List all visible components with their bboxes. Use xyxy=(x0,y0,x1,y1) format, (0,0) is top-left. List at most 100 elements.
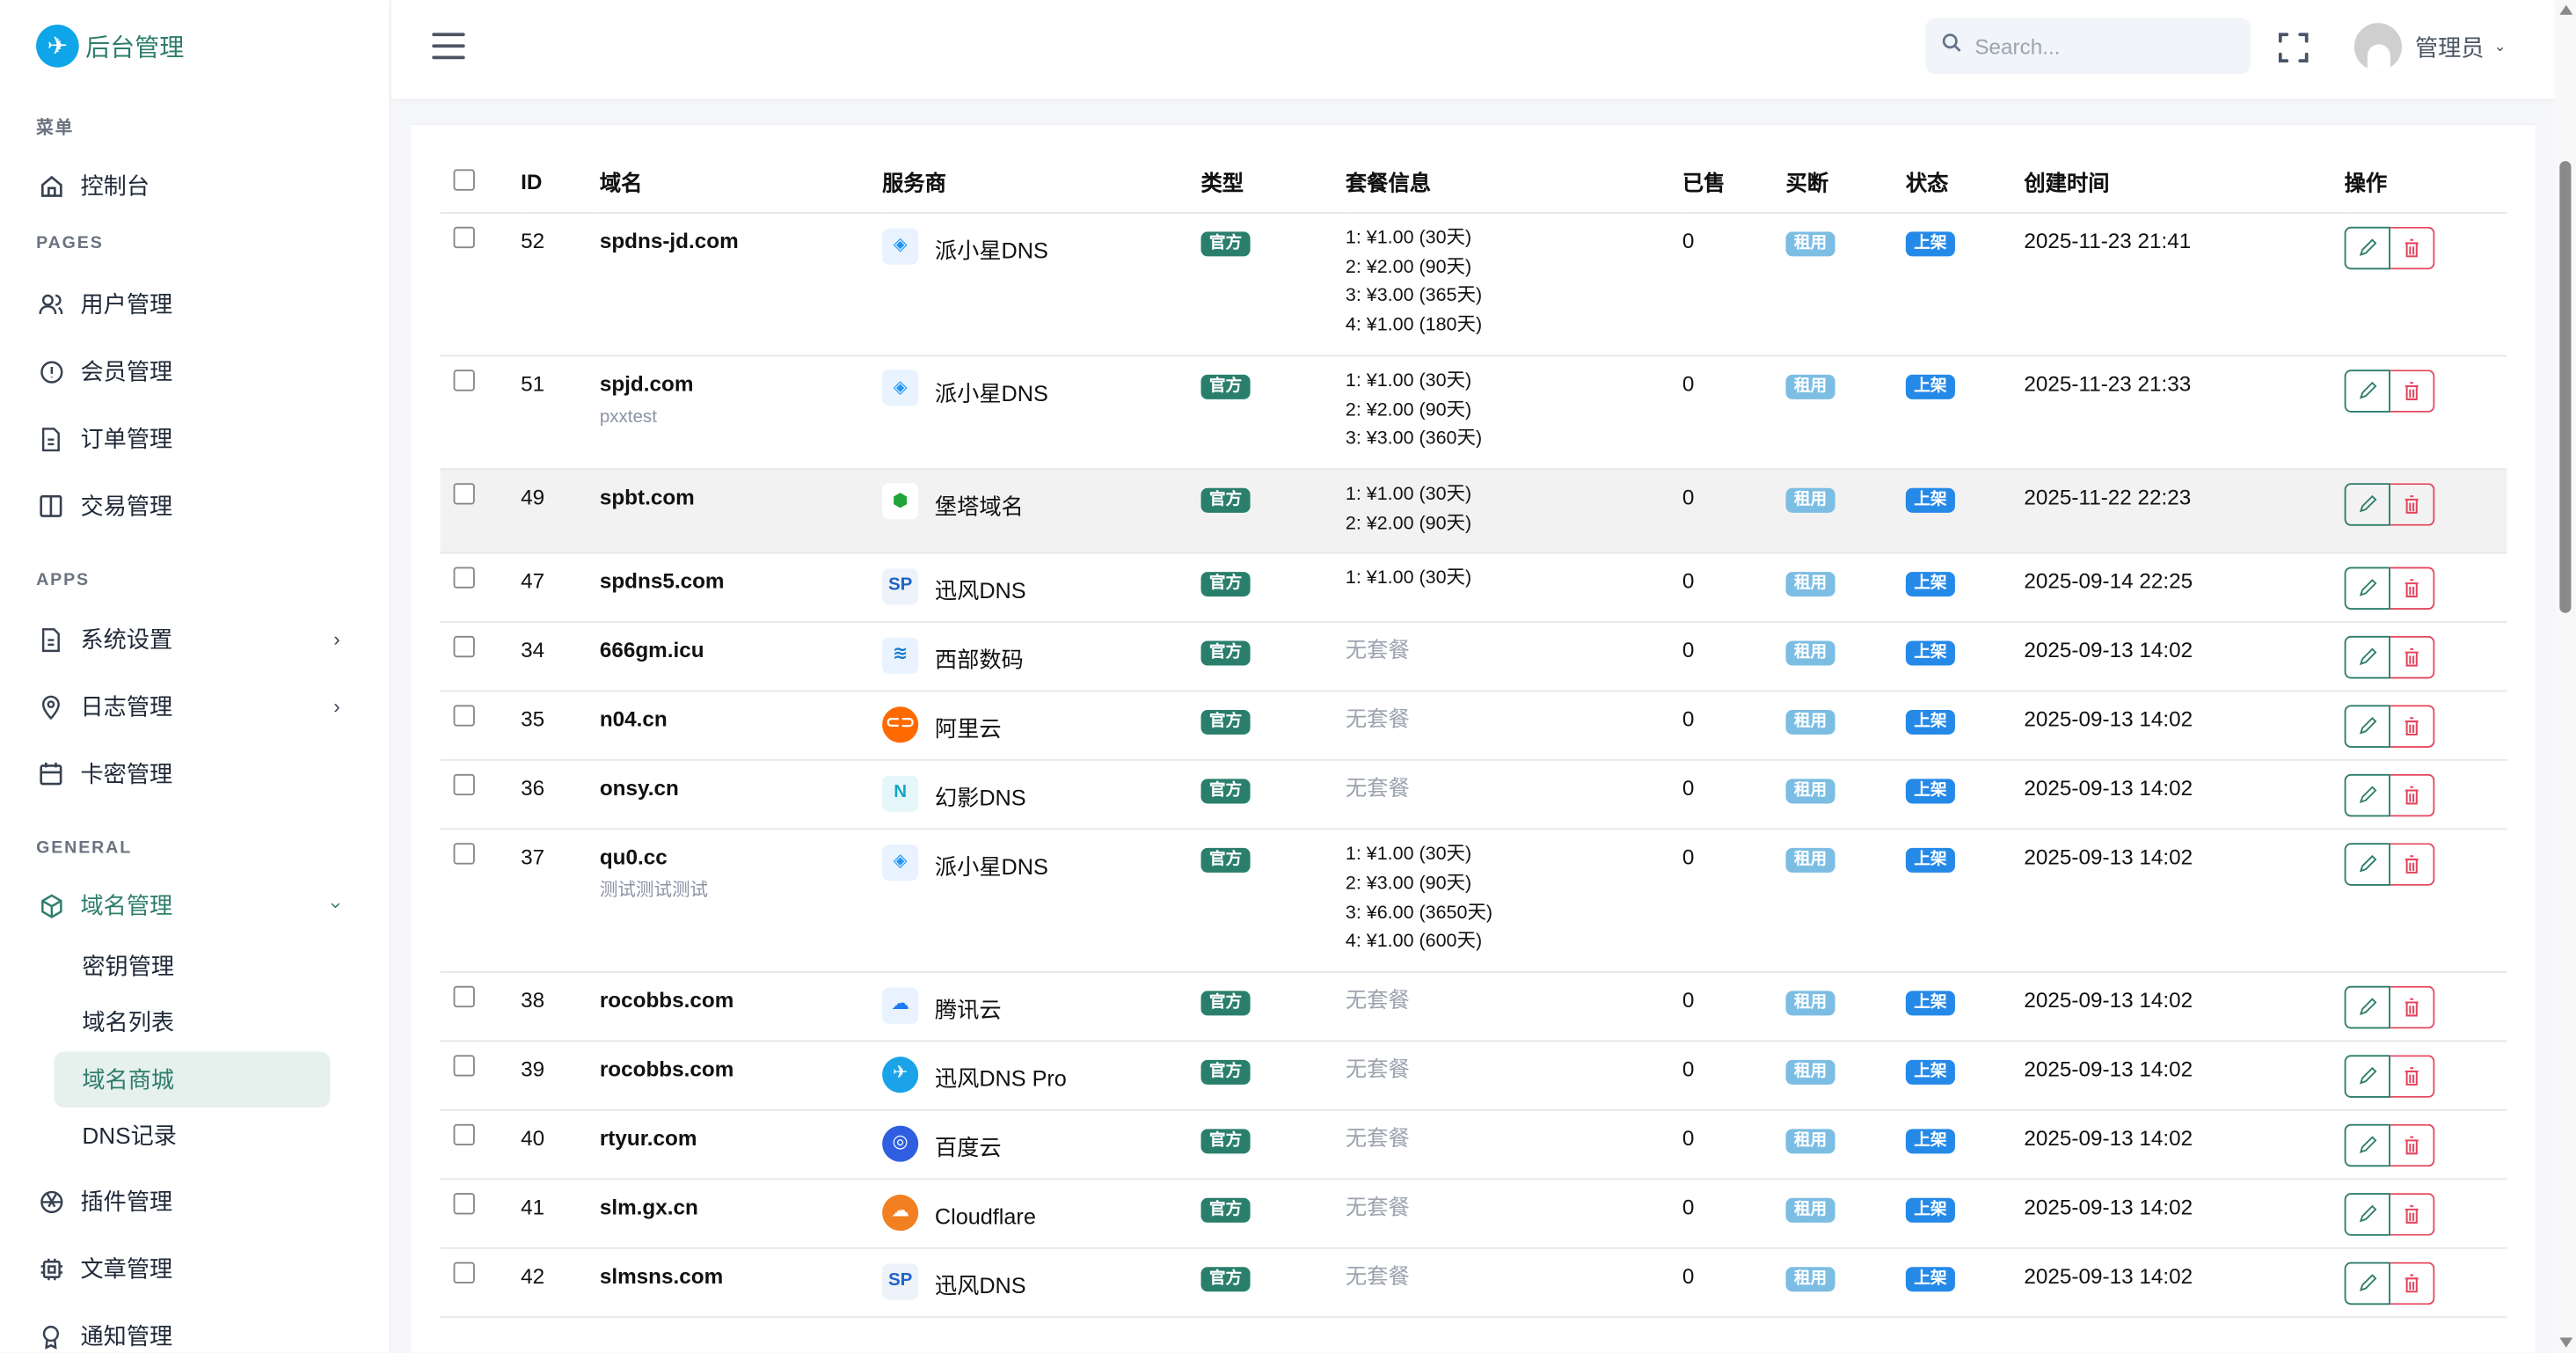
select-all-checkbox[interactable] xyxy=(453,168,475,190)
edit-button[interactable] xyxy=(2344,1123,2390,1167)
delete-button[interactable] xyxy=(2390,483,2435,526)
scrollbar-thumb[interactable] xyxy=(2559,161,2572,613)
edit-button[interactable] xyxy=(2344,1055,2390,1099)
columns-icon xyxy=(36,492,66,522)
status-badge: 上架 xyxy=(1905,710,1955,735)
cell-buyout: 租用 xyxy=(1785,972,1906,1042)
row-checkbox[interactable] xyxy=(453,369,475,391)
menu-toggle-icon[interactable] xyxy=(432,33,465,60)
no-package: 无套餐 xyxy=(1345,987,1410,1013)
delete-button[interactable] xyxy=(2390,636,2435,680)
cell-buyout: 租用 xyxy=(1785,1179,1906,1249)
delete-button[interactable] xyxy=(2390,774,2435,818)
sidebar-subitem-keys[interactable]: 密钥管理 xyxy=(82,953,175,980)
edit-button[interactable] xyxy=(2344,774,2390,818)
cell-select xyxy=(440,691,522,762)
action-group xyxy=(2344,369,2435,413)
sidebar-item-settings[interactable]: 系统设置 › xyxy=(36,615,348,664)
cell-id: 47 xyxy=(521,553,600,624)
trash-icon xyxy=(2405,1274,2419,1293)
search-input[interactable] xyxy=(1971,32,2241,61)
domain-name: spdns-jd.com xyxy=(599,228,739,253)
cell-select xyxy=(440,830,522,974)
cell-status: 上架 xyxy=(1905,972,2025,1042)
delete-button[interactable] xyxy=(2390,369,2435,413)
cell-type: 官方 xyxy=(1200,553,1346,624)
row-checkbox[interactable] xyxy=(453,774,475,796)
row-checkbox[interactable] xyxy=(453,226,475,249)
domain-note: 测试测试测试 xyxy=(599,881,709,902)
row-checkbox[interactable] xyxy=(453,483,475,505)
cell-buyout: 租用 xyxy=(1785,830,1906,974)
trash-icon xyxy=(2405,855,2419,874)
row-checkbox[interactable] xyxy=(453,567,475,589)
edit-button[interactable] xyxy=(2344,483,2390,526)
cell-status: 上架 xyxy=(1905,1179,2025,1249)
type-badge: 官方 xyxy=(1200,848,1251,874)
row-checkbox[interactable] xyxy=(453,843,475,866)
edit-button[interactable] xyxy=(2344,986,2390,1029)
sidebar-item-dashboard[interactable]: 控制台 xyxy=(36,161,348,210)
delete-button[interactable] xyxy=(2390,567,2435,611)
cell-domain: qu0.cc 测试测试测试 xyxy=(599,830,883,974)
row-checkbox[interactable] xyxy=(453,705,475,728)
cell-created: 2025-09-13 14:02 xyxy=(2024,760,2345,830)
edit-button[interactable] xyxy=(2344,567,2390,611)
edit-button[interactable] xyxy=(2344,1262,2390,1305)
edit-button[interactable] xyxy=(2344,705,2390,749)
delete-button[interactable] xyxy=(2390,705,2435,749)
scroll-down-icon[interactable] xyxy=(2559,1337,2573,1348)
search-box[interactable] xyxy=(1925,18,2251,75)
row-checkbox[interactable] xyxy=(453,1055,475,1077)
cell-domain: rtyur.com xyxy=(599,1110,883,1181)
logo-icon: ✈ xyxy=(36,25,79,68)
sidebar-item-domains[interactable]: 域名管理 › xyxy=(36,881,348,930)
col-domain: 域名 xyxy=(599,150,883,214)
cell-package: 1: ¥1.00 (30天) 2: ¥3.00 (90天) 3: ¥6.00 (36… xyxy=(1345,830,1682,974)
edit-button[interactable] xyxy=(2344,636,2390,680)
paixiaoxing-icon: ◈ xyxy=(882,227,919,264)
delete-button[interactable] xyxy=(2390,1262,2435,1305)
edit-button[interactable] xyxy=(2344,369,2390,413)
fullscreen-icon[interactable] xyxy=(2277,31,2310,63)
delete-button[interactable] xyxy=(2390,986,2435,1029)
baota-icon: ⬢ xyxy=(882,483,919,521)
cell-id: 51 xyxy=(521,355,600,471)
page-scrollbar[interactable] xyxy=(2554,0,2576,1353)
sidebar-item-logs[interactable]: 日志管理 › xyxy=(36,682,348,731)
row-checkbox[interactable] xyxy=(453,1262,475,1284)
edit-button[interactable] xyxy=(2344,226,2390,270)
trash-icon xyxy=(2405,494,2419,514)
edit-button[interactable] xyxy=(2344,843,2390,887)
cell-created: 2025-09-13 14:02 xyxy=(2024,830,2345,974)
row-checkbox[interactable] xyxy=(453,1193,475,1215)
action-group xyxy=(2344,1123,2435,1167)
sidebar-subitem-domain-list[interactable]: 域名列表 xyxy=(82,1008,175,1035)
sidebar-item-notices[interactable]: 通知管理 xyxy=(36,1312,348,1353)
scroll-up-icon[interactable] xyxy=(2559,4,2573,15)
sidebar-item-users[interactable]: 用户管理 xyxy=(36,280,348,329)
logo[interactable]: ✈ 后台管理 xyxy=(36,25,184,68)
delete-button[interactable] xyxy=(2390,1123,2435,1167)
sidebar-item-articles[interactable]: 文章管理 xyxy=(36,1244,348,1293)
sidebar-item-plugins[interactable]: 插件管理 xyxy=(36,1176,348,1225)
delete-button[interactable] xyxy=(2390,843,2435,887)
delete-button[interactable] xyxy=(2390,226,2435,270)
sidebar-item-cards[interactable]: 卡密管理 xyxy=(36,750,348,799)
row-checkbox[interactable] xyxy=(453,636,475,658)
cell-actions xyxy=(2344,972,2507,1042)
sidebar-item-trades[interactable]: 交易管理 xyxy=(36,481,348,530)
row-checkbox[interactable] xyxy=(453,1123,475,1146)
sidebar-item-members[interactable]: 会员管理 xyxy=(36,347,348,396)
cell-created: 2025-09-13 14:02 xyxy=(2024,1248,2345,1319)
sidebar-item-orders[interactable]: 订单管理 xyxy=(36,414,348,464)
edit-button[interactable] xyxy=(2344,1193,2390,1236)
sidebar-subitem-dns-records[interactable]: DNS记录 xyxy=(82,1122,177,1149)
cell-sold: 0 xyxy=(1682,553,1786,624)
user-menu[interactable]: 管理员 ⌄ xyxy=(2353,23,2507,71)
delete-button[interactable] xyxy=(2390,1193,2435,1236)
delete-button[interactable] xyxy=(2390,1055,2435,1099)
row-checkbox[interactable] xyxy=(453,986,475,1008)
sidebar-subitem-domain-store[interactable]: 域名商城 xyxy=(54,1051,331,1108)
cell-status: 上架 xyxy=(1905,355,2025,471)
